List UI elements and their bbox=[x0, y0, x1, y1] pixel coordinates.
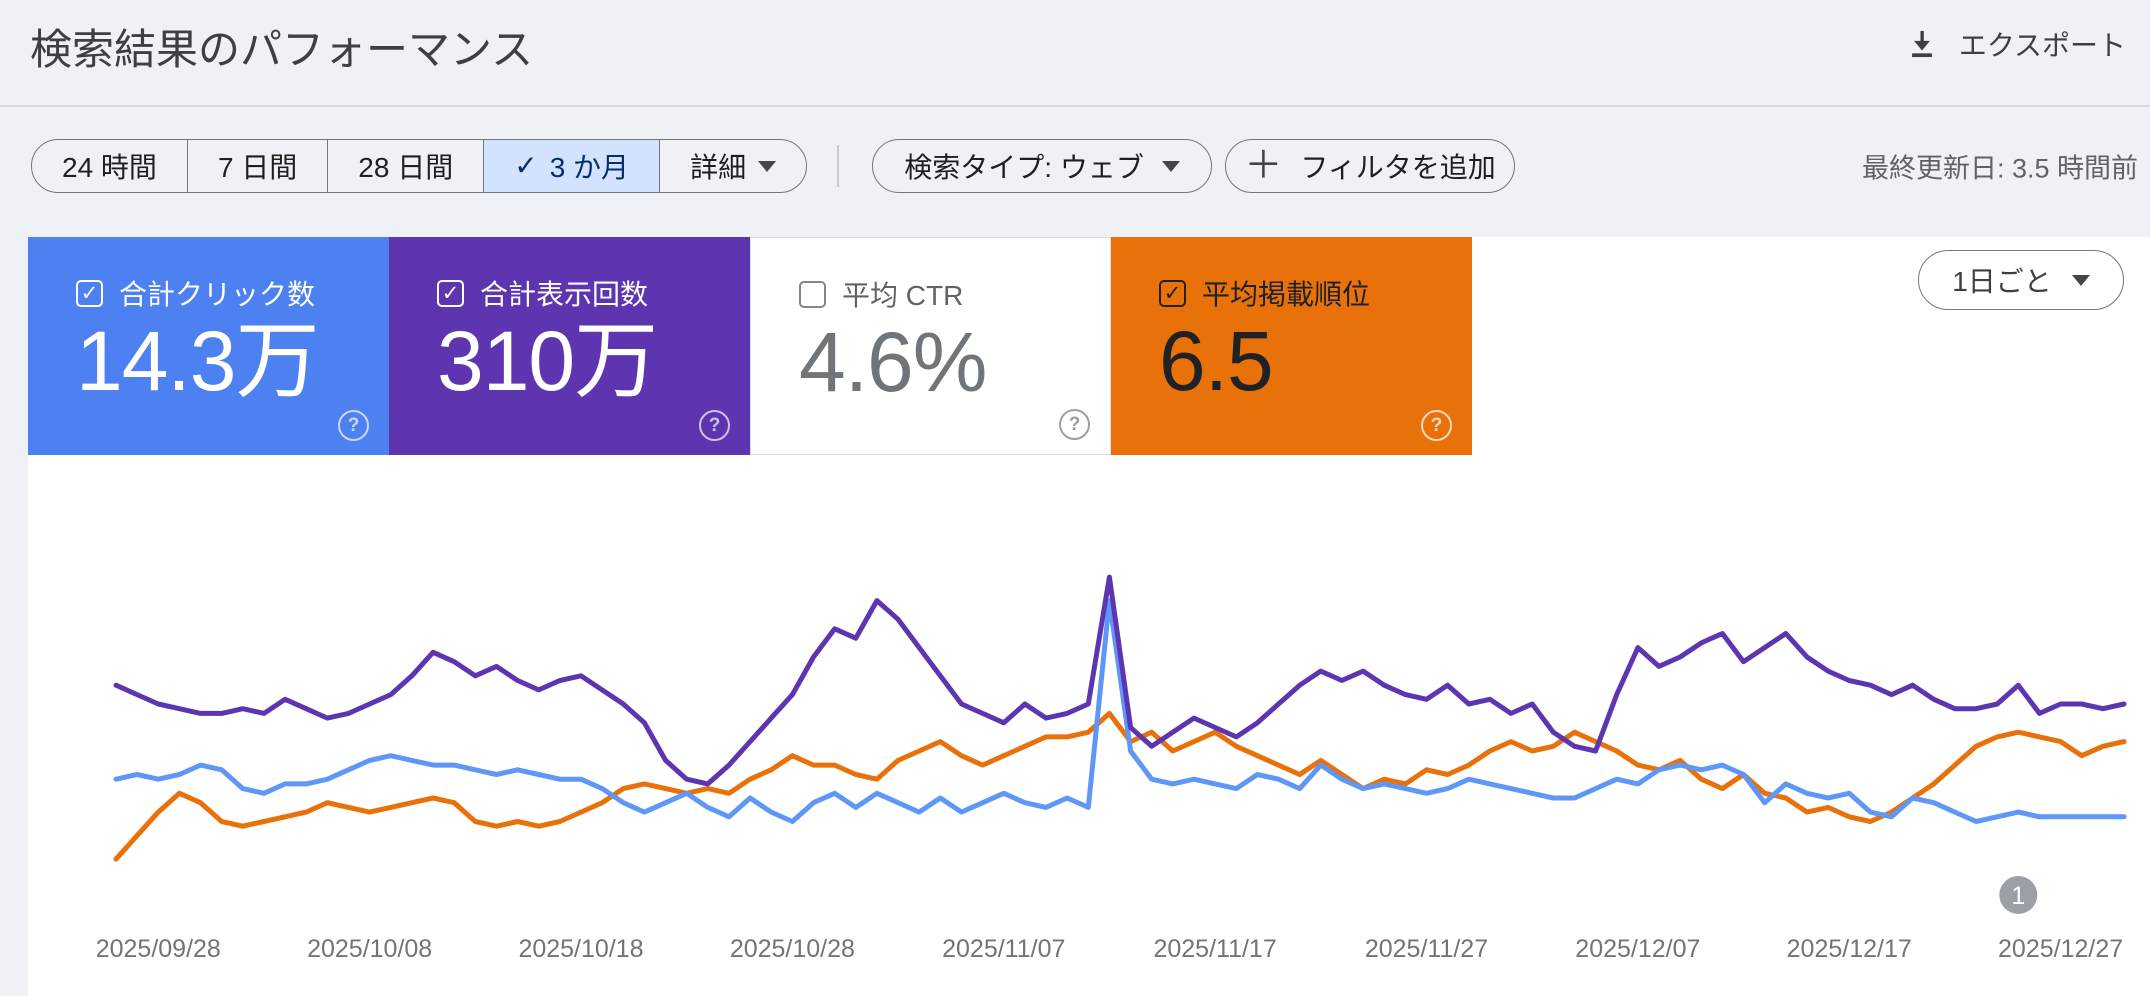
export-label: エクスポート bbox=[1958, 30, 2126, 61]
position-line bbox=[113, 710, 2127, 862]
last-updated-text: 最終更新日: 3.5 時間前 bbox=[1861, 153, 2138, 184]
header-divider bbox=[0, 105, 2150, 107]
metric-label-row: ✓ 平均掲載順位 bbox=[1159, 273, 1370, 313]
x-axis-label: 2025/12/07 bbox=[1575, 935, 1701, 963]
checkbox-checked-icon[interactable]: ✓ bbox=[437, 279, 464, 307]
metric-label: 合計クリック数 bbox=[119, 279, 316, 310]
date-range-label: 24 時間 bbox=[62, 152, 157, 183]
x-axis-label: 2025/12/17 bbox=[1786, 935, 1912, 963]
impressions-line bbox=[113, 574, 2127, 787]
metric-label: 合計表示回数 bbox=[480, 279, 649, 310]
metric-value: 310万 bbox=[437, 314, 658, 408]
performance-line-chart[interactable]: 1 bbox=[28, 455, 2150, 996]
help-icon[interactable]: ? bbox=[1421, 410, 1452, 441]
report-panel: ✓ 合計クリック数 14.3万? ✓ 合計表示回数 310万? 平均 CTR 4.6%? ✓ 平均… bbox=[28, 237, 2150, 996]
x-axis-label: 2025/11/27 bbox=[1364, 935, 1489, 963]
plus-icon: ＋ bbox=[1244, 144, 1283, 187]
date-range-group: 24 時間 7 日間 28 日間 ✓ 3 か月 詳細 bbox=[31, 139, 808, 193]
annotation-badge[interactable]: 1 bbox=[1999, 876, 2038, 914]
add-filter-label: フィルタを追加 bbox=[1300, 152, 1496, 183]
date-range-label: 3 か月 bbox=[549, 152, 630, 183]
help-icon[interactable]: ? bbox=[699, 410, 730, 441]
annotation-badge-label: 1 bbox=[2011, 882, 2025, 910]
metric-value: 4.6% bbox=[799, 315, 987, 409]
granularity-select[interactable]: 1日ごと bbox=[1918, 250, 2124, 310]
help-icon[interactable]: ? bbox=[1059, 409, 1090, 440]
date-range-label: 7 日間 bbox=[217, 152, 298, 183]
metric-label-row: ✓ 合計クリック数 bbox=[76, 273, 315, 313]
check-icon: ✓ bbox=[514, 150, 538, 181]
checkbox-unchecked-icon[interactable] bbox=[799, 280, 826, 308]
chevron-down-icon bbox=[2071, 274, 2090, 286]
metric-card-3[interactable]: 平均 CTR 4.6%? bbox=[750, 237, 1111, 455]
date-range-label: 詳細 bbox=[690, 152, 747, 183]
checkbox-checked-icon[interactable]: ✓ bbox=[76, 279, 103, 307]
date-range-label: 28 日間 bbox=[358, 152, 454, 183]
x-axis-label: 2025/11/07 bbox=[942, 935, 1066, 963]
add-filter-button[interactable]: ＋ フィルタを追加 bbox=[1225, 139, 1516, 193]
x-axis-label: 2025/11/17 bbox=[1153, 935, 1277, 963]
annotation-badge-circle[interactable] bbox=[1999, 876, 2038, 914]
help-icon[interactable]: ? bbox=[338, 410, 369, 441]
clicks-line bbox=[113, 598, 2127, 824]
filter-toolbar: 24 時間 7 日間 28 日間 ✓ 3 か月 詳細 検索タイプ: ウェブ ＋ フィルタを… bbox=[0, 139, 2150, 193]
x-axis-label: 2025/09/28 bbox=[95, 935, 221, 963]
search-type-label: 検索タイプ: ウェブ bbox=[904, 152, 1144, 183]
page-title: 検索結果のパフォーマンス bbox=[30, 26, 534, 73]
x-axis-label: 2025/10/18 bbox=[518, 935, 644, 963]
metric-card-4[interactable]: ✓ 平均掲載順位 6.5? bbox=[1111, 237, 1472, 455]
search-type-filter-button[interactable]: 検索タイプ: ウェブ bbox=[872, 139, 1213, 193]
metric-value: 14.3万 bbox=[76, 314, 319, 408]
metric-label-row: ✓ 合計表示回数 bbox=[437, 273, 648, 313]
date-range-button-4[interactable]: ✓ 3 か月 bbox=[483, 140, 660, 192]
metric-card-1[interactable]: ✓ 合計クリック数 14.3万? bbox=[28, 237, 389, 455]
date-range-button-2[interactable]: 7 日間 bbox=[186, 140, 327, 192]
date-range-button-1[interactable]: 24 時間 bbox=[32, 140, 187, 192]
metric-card-2[interactable]: ✓ 合計表示回数 310万? bbox=[389, 237, 750, 455]
date-range-button-3[interactable]: 28 日間 bbox=[327, 140, 483, 192]
date-range-button-5[interactable]: 詳細 bbox=[659, 140, 806, 192]
download-icon bbox=[1911, 30, 1932, 58]
export-button[interactable]: エクスポート bbox=[1897, 18, 2134, 70]
checkbox-checked-icon[interactable]: ✓ bbox=[1159, 279, 1186, 307]
x-axis-label: 2025/10/28 bbox=[729, 935, 855, 963]
x-axis-label: 2025/12/27 bbox=[1998, 935, 2124, 963]
metric-label-row: 平均 CTR bbox=[799, 274, 963, 314]
granularity-label: 1日ごと bbox=[1952, 266, 2052, 297]
toolbar-divider bbox=[837, 145, 840, 187]
metric-value: 6.5 bbox=[1159, 314, 1274, 408]
metric-label: 平均掲載順位 bbox=[1202, 279, 1371, 310]
x-axis-label: 2025/10/08 bbox=[307, 935, 433, 963]
chevron-down-icon bbox=[1161, 160, 1180, 172]
chevron-down-icon bbox=[758, 160, 777, 172]
page-header: 検索結果のパフォーマンス エクスポート bbox=[0, 0, 2150, 106]
metric-label: 平均 CTR bbox=[842, 280, 964, 311]
